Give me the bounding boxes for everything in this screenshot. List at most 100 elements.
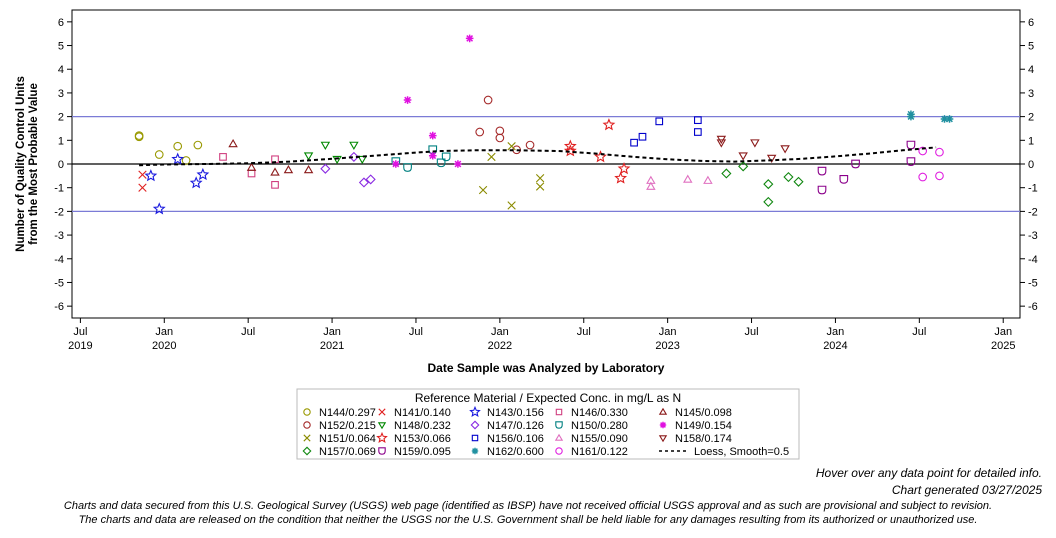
data-point[interactable]: N144/0.297 [181,156,191,165]
data-point[interactable]: N161/0.122 [935,147,944,157]
data-point[interactable]: N144/0.297 [193,140,203,150]
data-point[interactable]: N147/0.126 [348,151,359,162]
data-point[interactable]: N153/0.066 [563,139,577,152]
data-point[interactable]: N148/0.232 [349,141,359,150]
data-point[interactable]: N156/0.106 [693,116,702,125]
data-point[interactable]: N156/0.106 [693,128,702,136]
data-point[interactable]: N157/0.069 [783,171,794,183]
data-point[interactable]: N151/0.064 [478,185,488,195]
data-point[interactable]: N155/0.090 [703,175,713,184]
data-point[interactable]: N147/0.126 [358,177,370,188]
data-point[interactable]: N149/0.154 [465,34,474,43]
data-point[interactable]: N143/0.156 [171,152,185,165]
data-point[interactable]: N143/0.156 [196,167,210,181]
data-point[interactable]: N145/0.098 [270,167,280,176]
data-point[interactable]: N159/0.095 [906,157,916,166]
data-point[interactable]: N147/0.126 [365,174,376,185]
data-point[interactable]: N158/0.174 [750,139,760,148]
data-point[interactable]: N146/0.330 [219,153,227,161]
data-point[interactable]: N157/0.069 [763,196,774,207]
data-point[interactable]: N158/0.174 [766,154,777,163]
data-point[interactable]: N161/0.122 [918,146,928,156]
data-point[interactable]: N146/0.330 [271,180,279,189]
marker-shape [716,139,727,148]
data-point[interactable]: N148/0.232 [320,141,331,150]
data-point[interactable]: N147/0.126 [320,163,331,174]
data-point[interactable]: N152/0.215 [495,133,505,143]
data-point[interactable]: N141/0.140 [138,183,147,192]
data-point[interactable]: N148/0.232 [357,155,368,165]
data-point[interactable]: N157/0.069 [793,176,804,187]
data-point[interactable]: N156/0.106 [638,132,647,141]
data-point[interactable]: N159/0.095 [851,159,860,169]
data-point[interactable]: N145/0.098 [228,138,238,148]
data-point[interactable]: N144/0.297 [134,132,144,142]
data-point[interactable]: N155/0.090 [683,174,693,183]
data-point[interactable]: N159/0.095 [817,185,827,195]
data-point[interactable]: N151/0.064 [535,174,545,183]
marker-shape [475,127,485,137]
y-tick-label-left: 0 [58,159,64,171]
data-point[interactable]: N162/0.600 [945,115,954,123]
data-point[interactable]: N145/0.098 [246,162,257,171]
y-axis-label: Number of Quality Control Units from the … [15,76,40,252]
data-point[interactable]: N159/0.095 [817,166,827,176]
legend-marker [303,421,311,429]
y-tick-label-left: -1 [54,183,64,195]
data-point[interactable]: N144/0.297 [154,150,164,159]
data-point[interactable]: N143/0.156 [152,202,166,215]
data-point[interactable]: N150/0.280 [436,158,446,168]
data-point[interactable]: N153/0.066 [617,162,631,175]
data-point[interactable]: N152/0.215 [483,95,493,105]
data-point[interactable]: N149/0.154 [428,131,437,140]
data-point[interactable]: N153/0.066 [614,171,628,184]
data-point[interactable]: N143/0.156 [189,176,203,189]
data-point[interactable]: N162/0.600 [907,112,915,121]
legend-marker [471,447,479,455]
data-point[interactable]: N151/0.064 [507,201,516,210]
data-point[interactable]: N153/0.066 [602,118,616,131]
hover-note: Hover over any data point for detailed i… [815,466,1042,480]
data-point[interactable]: N152/0.215 [475,127,485,137]
data-point[interactable]: N157/0.069 [721,168,732,179]
data-point[interactable]: N162/0.600 [940,115,949,123]
data-point[interactable]: N141/0.140 [138,170,147,179]
data-point[interactable]: N151/0.064 [507,142,516,151]
data-point[interactable]: N149/0.154 [454,160,462,168]
data-point[interactable]: N158/0.174 [738,152,748,161]
marker-shape [638,132,647,141]
data-point[interactable]: N153/0.066 [563,144,577,157]
data-point[interactable]: N150/0.280 [403,163,412,172]
data-point[interactable]: N144/0.297 [173,141,183,151]
data-point[interactable]: N148/0.232 [332,155,342,165]
data-point[interactable]: N161/0.122 [918,172,928,182]
data-point[interactable]: N155/0.090 [646,181,656,190]
marker-shape [738,161,749,172]
data-point[interactable]: N145/0.098 [283,165,294,174]
data-point[interactable]: N156/0.106 [630,138,638,147]
data-point[interactable]: N151/0.064 [535,182,545,191]
data-point[interactable]: N156/0.106 [655,117,664,126]
data-point[interactable]: N158/0.174 [716,139,727,148]
data-point[interactable]: N150/0.280 [441,152,451,162]
data-point[interactable]: N152/0.215 [525,140,535,150]
data-point[interactable]: N149/0.154 [403,96,412,104]
marker-shape [303,408,311,416]
data-point[interactable]: N143/0.156 [144,169,158,182]
marker-shape [378,447,386,455]
data-point[interactable]: N159/0.095 [839,175,849,184]
x-axis-label: Date Sample was Analyzed by Laboratory [428,361,665,375]
marker-shape [403,163,412,172]
data-point[interactable]: N145/0.098 [303,165,314,174]
data-point[interactable]: N149/0.154 [392,160,400,168]
data-point[interactable]: N157/0.069 [763,179,774,190]
data-point[interactable]: N161/0.122 [935,171,944,181]
data-point[interactable]: N158/0.174 [780,145,790,154]
data-point[interactable]: N157/0.069 [738,161,749,172]
data-points[interactable]: N144/0.297N144/0.297N144/0.297N144/0.297… [134,34,954,215]
data-point[interactable]: N149/0.154 [428,151,437,160]
marker-shape [906,157,916,166]
data-point[interactable]: N151/0.064 [487,152,496,162]
data-point[interactable]: N148/0.232 [303,152,314,161]
marker-shape [403,96,412,104]
